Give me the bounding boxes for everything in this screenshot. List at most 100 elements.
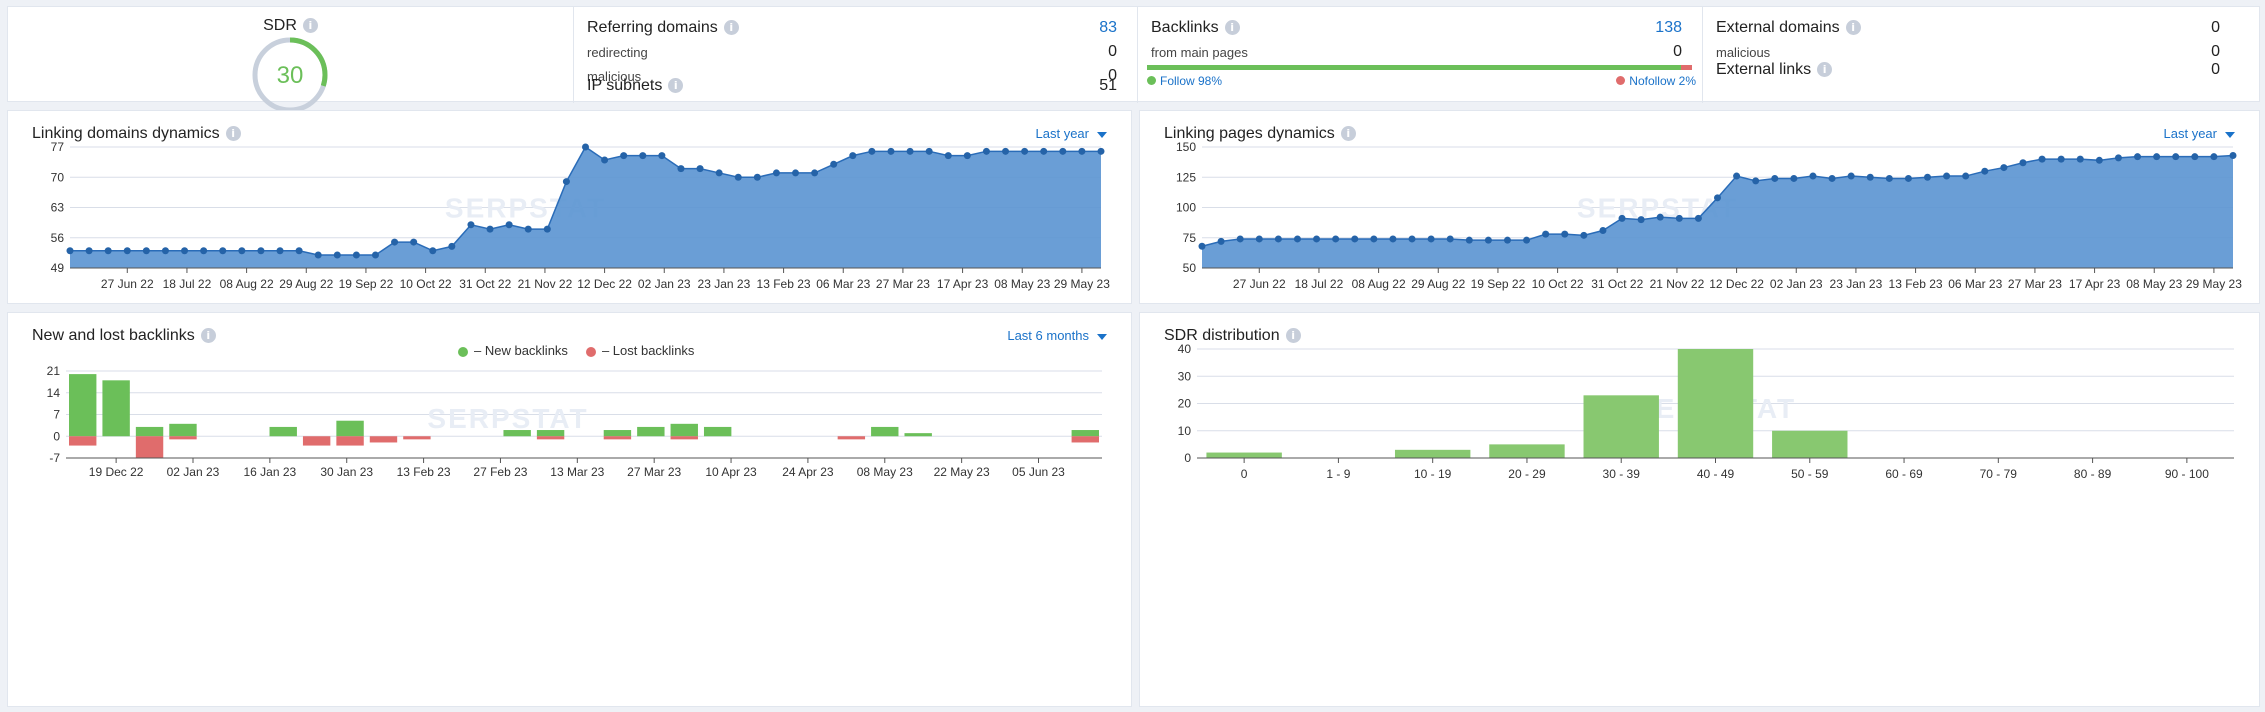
x-tick-label: 08 Aug 22 bbox=[1352, 277, 1406, 291]
data-point bbox=[333, 251, 341, 259]
data-point bbox=[1408, 235, 1416, 243]
x-tick-label: 23 Jan 23 bbox=[698, 277, 751, 291]
data-point bbox=[371, 251, 379, 259]
external-links-value: 0 bbox=[2211, 61, 2220, 78]
bar-new bbox=[336, 420, 364, 437]
data-point bbox=[467, 221, 475, 229]
bar-new bbox=[536, 430, 565, 437]
data-point bbox=[963, 152, 971, 160]
data-point bbox=[1981, 167, 1989, 175]
bar bbox=[1677, 349, 1754, 458]
bar-lost bbox=[69, 436, 97, 446]
external-domains-value: 0 bbox=[2211, 19, 2220, 36]
period-dropdown[interactable]: Last year bbox=[2164, 126, 2235, 141]
x-tick-label: 18 Jul 22 bbox=[163, 277, 212, 291]
chevron-down-icon bbox=[2225, 131, 2235, 138]
bar-lost bbox=[536, 436, 565, 440]
data-point bbox=[314, 251, 322, 259]
data-point bbox=[658, 152, 666, 160]
info-icon[interactable]: i bbox=[302, 18, 318, 34]
info-icon[interactable]: i bbox=[668, 78, 684, 94]
data-point bbox=[238, 247, 246, 255]
x-tick-label: 27 Feb 23 bbox=[473, 465, 527, 479]
info-icon[interactable]: i bbox=[723, 20, 739, 36]
x-tick-label: 13 Feb 23 bbox=[1889, 277, 1943, 291]
backlinks-title: Backlinks bbox=[1151, 19, 1219, 36]
summary-panel: SDR i 30 Referring domains i 83 redirectin… bbox=[7, 6, 2260, 113]
legend-lost[interactable]: – Lost backlinks bbox=[585, 343, 694, 358]
new-lost-chart: -7 0 7 14 21 SERPSTAT 19 Dec 22 02 Jan 23 16 Jan… bbox=[47, 364, 1102, 479]
data-point bbox=[1021, 147, 1029, 155]
x-tick-label: 27 Jun 22 bbox=[1233, 277, 1286, 291]
bar-new bbox=[1071, 430, 1099, 437]
data-point bbox=[257, 247, 265, 255]
x-tick-label: 02 Jan 23 bbox=[167, 465, 220, 479]
data-point bbox=[1771, 174, 1779, 182]
data-point bbox=[1217, 237, 1225, 245]
chevron-down-icon bbox=[1097, 333, 1107, 340]
period-dropdown[interactable]: Last year bbox=[1036, 126, 1107, 141]
legend-new[interactable]: – New backlinks bbox=[458, 343, 568, 358]
data-point bbox=[639, 152, 647, 160]
x-tick-label: 29 May 23 bbox=[1054, 277, 1110, 291]
y-tick-label: 77 bbox=[51, 140, 65, 154]
data-point bbox=[429, 247, 437, 255]
data-point bbox=[161, 247, 169, 255]
data-point bbox=[734, 173, 742, 181]
linking-domains-card: Linking domains dynamics i Last year 49 56… bbox=[7, 110, 1132, 304]
info-icon[interactable]: i bbox=[1845, 20, 1861, 36]
data-point bbox=[582, 143, 589, 151]
x-tick-label: 06 Mar 23 bbox=[1948, 277, 2002, 291]
info-icon[interactable]: i bbox=[1224, 20, 1240, 36]
data-point bbox=[982, 147, 990, 155]
y-tick-label: 150 bbox=[1176, 140, 1196, 154]
backlinks-value[interactable]: 138 bbox=[1655, 19, 1682, 36]
data-point bbox=[1313, 235, 1321, 243]
data-point bbox=[2210, 153, 2218, 161]
linking-domains-title: Linking domains dynamics bbox=[32, 125, 220, 142]
x-tick-label: 27 Mar 23 bbox=[876, 277, 930, 291]
data-point bbox=[1714, 194, 1721, 202]
info-icon[interactable]: i bbox=[200, 328, 216, 344]
y-tick-label: 10 bbox=[1178, 424, 1192, 438]
watermark: SERPSTAT bbox=[427, 403, 588, 434]
data-point bbox=[696, 165, 704, 173]
data-point bbox=[715, 169, 723, 177]
data-point bbox=[620, 152, 628, 160]
info-icon[interactable]: i bbox=[1285, 328, 1301, 344]
data-point bbox=[1599, 226, 1607, 234]
data-point bbox=[1293, 235, 1301, 243]
x-tick-label: 17 Apr 23 bbox=[937, 277, 989, 291]
bar-new bbox=[603, 430, 632, 437]
referring-domains-value[interactable]: 83 bbox=[1099, 19, 1117, 36]
bar-new bbox=[670, 423, 698, 437]
info-icon[interactable]: i bbox=[225, 126, 241, 142]
data-point bbox=[2153, 153, 2161, 161]
x-tick-label: 90 - 100 bbox=[2165, 467, 2209, 481]
data-point bbox=[1389, 235, 1397, 243]
y-tick-label: 30 bbox=[1178, 369, 1192, 383]
info-icon[interactable]: i bbox=[1817, 62, 1833, 78]
bar-lost bbox=[837, 436, 866, 440]
data-point bbox=[1885, 174, 1893, 182]
x-tick-label: 50 - 59 bbox=[1791, 467, 1829, 481]
data-point bbox=[2019, 159, 2027, 167]
data-point bbox=[1002, 147, 1010, 155]
data-point bbox=[1446, 235, 1454, 243]
data-point bbox=[925, 147, 933, 155]
bar-lost bbox=[302, 436, 331, 446]
x-tick-label: 19 Sep 22 bbox=[339, 277, 394, 291]
data-point bbox=[1542, 230, 1550, 238]
info-icon[interactable]: i bbox=[1340, 126, 1356, 142]
nofollow-segment bbox=[1681, 65, 1692, 70]
y-tick-label: 50 bbox=[1183, 261, 1197, 275]
y-tick-label: 14 bbox=[47, 386, 61, 400]
data-point bbox=[142, 247, 150, 255]
x-tick-label: 31 Oct 22 bbox=[459, 277, 511, 291]
bar-new bbox=[169, 423, 197, 437]
bar-new bbox=[871, 426, 899, 437]
bar-new bbox=[135, 426, 164, 437]
period-dropdown[interactable]: Last 6 months bbox=[1007, 328, 1107, 343]
y-tick-label: 40 bbox=[1178, 342, 1192, 356]
